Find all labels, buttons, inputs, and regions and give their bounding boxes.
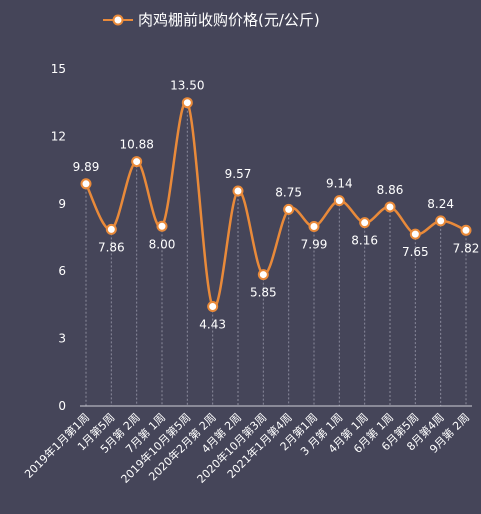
- data-point: [257, 269, 269, 281]
- y-tick-label: 6: [58, 264, 66, 278]
- data-label: 9.57: [225, 167, 252, 181]
- data-point: [409, 228, 421, 240]
- data-label: 8.86: [377, 183, 404, 197]
- y-tick-label: 12: [51, 129, 66, 143]
- y-tick-label: 3: [58, 332, 66, 346]
- series-line: [84, 100, 467, 309]
- data-point: [80, 178, 92, 190]
- data-label: 7.99: [301, 237, 328, 251]
- y-tick-label: 9: [58, 197, 66, 211]
- data-point: [359, 217, 371, 229]
- data-point: [308, 220, 320, 232]
- data-label: 8.00: [149, 237, 176, 251]
- data-point: [105, 223, 117, 235]
- data-point: [156, 220, 168, 232]
- data-point: [131, 156, 143, 168]
- data-label: 8.75: [275, 185, 302, 199]
- data-label: 9.14: [326, 177, 353, 191]
- data-point: [333, 195, 345, 207]
- data-label: 9.89: [73, 160, 100, 174]
- y-tick-label: 0: [58, 399, 66, 413]
- data-label: 7.65: [402, 245, 429, 259]
- data-point: [181, 97, 193, 109]
- data-point: [435, 215, 447, 227]
- data-point: [460, 224, 472, 236]
- data-label: 13.50: [170, 79, 204, 93]
- data-label: 8.16: [351, 234, 378, 248]
- y-tick-label: 15: [51, 62, 66, 76]
- data-label: 5.85: [250, 286, 277, 300]
- data-point: [232, 185, 244, 197]
- data-point: [283, 203, 295, 215]
- data-label: 4.43: [199, 317, 226, 331]
- data-point: [207, 300, 219, 312]
- legend-label: 肉鸡棚前收购价格(元/公斤): [138, 11, 320, 29]
- data-label: 8.24: [427, 197, 454, 211]
- data-point: [384, 201, 396, 213]
- data-label: 7.86: [98, 240, 125, 254]
- data-label: 7.82: [453, 241, 480, 255]
- data-label: 10.88: [119, 138, 153, 152]
- legend-marker: [112, 14, 124, 26]
